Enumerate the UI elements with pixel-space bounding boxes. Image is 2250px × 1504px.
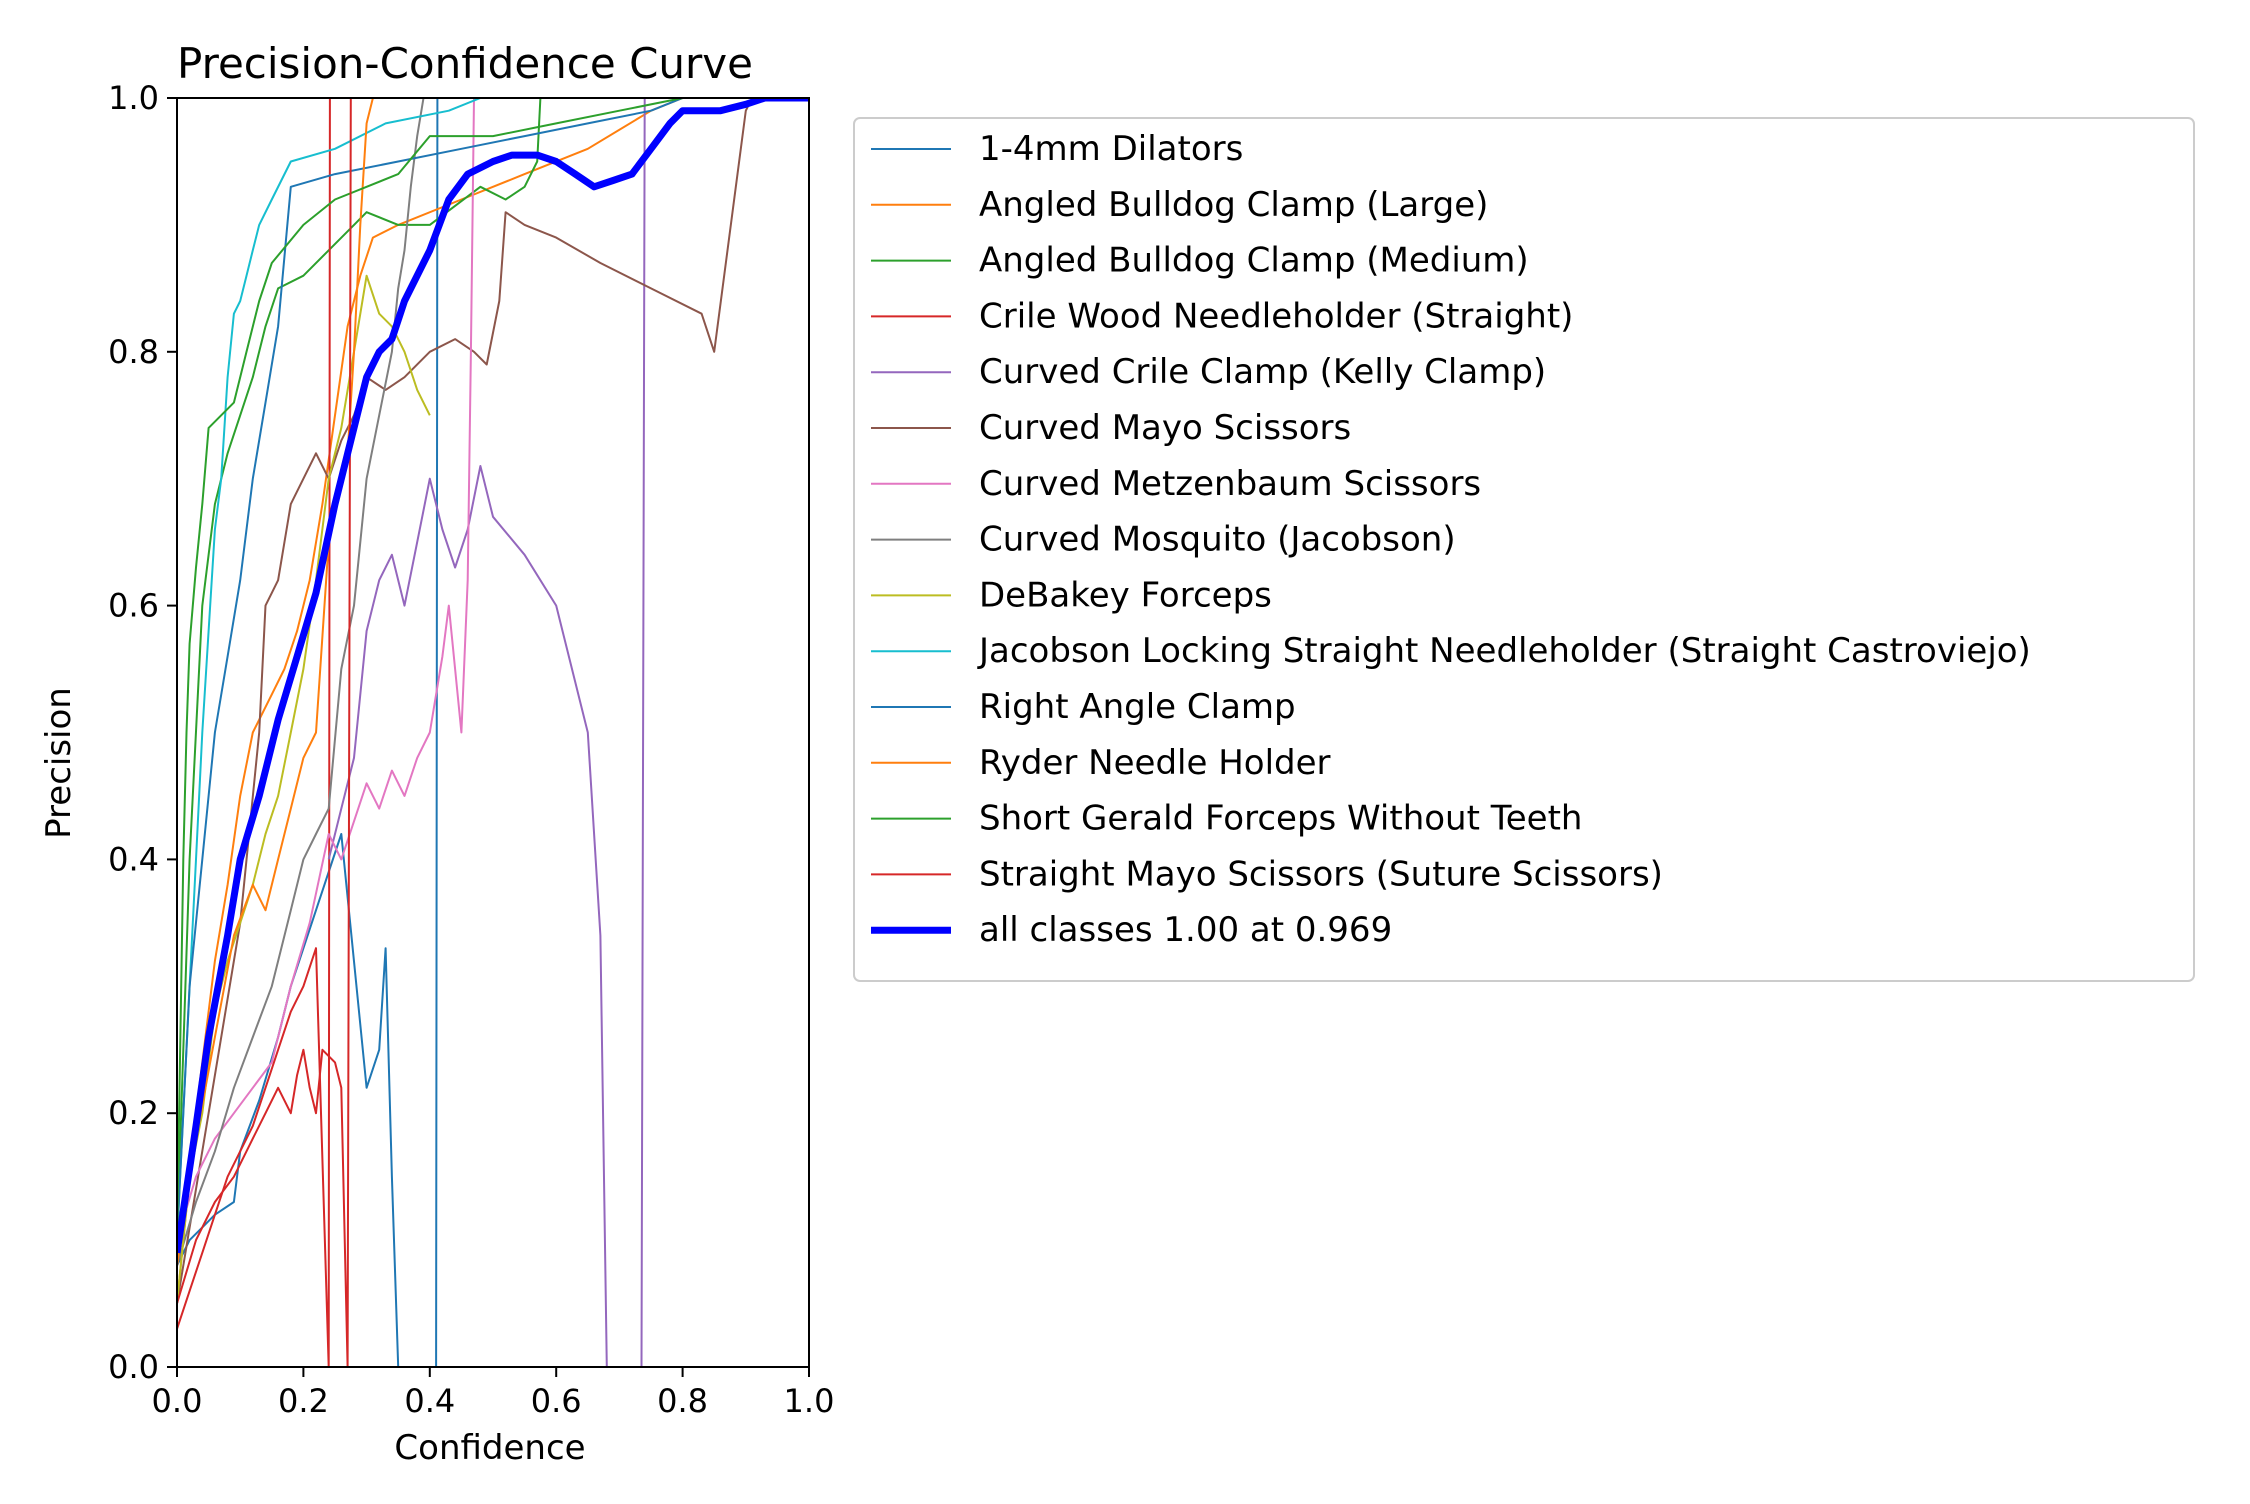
x-tick-label: 0.6 xyxy=(531,1382,582,1420)
series-line-11 xyxy=(177,98,809,1266)
legend-label: Right Angle Clamp xyxy=(979,687,1296,727)
legend-label: Curved Mayo Scissors xyxy=(979,408,1351,448)
plot-background xyxy=(177,98,809,1367)
x-tick-label: 0.4 xyxy=(404,1382,455,1420)
series-line-9 xyxy=(177,98,809,1241)
x-axis-label: Confidence xyxy=(394,1428,585,1468)
legend: 1-4mm Dilators Angled Bulldog Clamp (Larg… xyxy=(853,117,2195,982)
legend-box xyxy=(853,117,2195,982)
x-tick-label: 1.0 xyxy=(784,1382,835,1420)
legend-label: Short Gerald Forceps Without Teeth xyxy=(979,799,1582,839)
legend-label: Ryder Needle Holder xyxy=(979,743,1331,783)
legend-label: 1-4mm Dilators xyxy=(979,129,1243,169)
x-tick-label: 0.0 xyxy=(152,1382,203,1420)
y-tick-label: 0.2 xyxy=(108,1094,159,1132)
legend-label: Curved Metzenbaum Scissors xyxy=(979,464,1481,504)
series-line-14 xyxy=(177,98,809,1254)
x-tick-label: 0.8 xyxy=(657,1382,708,1420)
y-tick-label: 0.0 xyxy=(108,1348,159,1386)
legend-label: Crile Wood Needleholder (Straight) xyxy=(979,296,1573,336)
series-lines xyxy=(177,98,809,1367)
y-tick-label: 0.8 xyxy=(108,333,159,371)
series-line-7 xyxy=(177,98,809,1266)
legend-label: DeBakey Forceps xyxy=(979,575,1272,615)
legend-label: all classes 1.00 at 0.969 xyxy=(979,910,1392,950)
series-line-5 xyxy=(177,98,809,1304)
series-line-3 xyxy=(177,98,809,1367)
series-line-12 xyxy=(177,98,809,1241)
y-axis-label: Precision xyxy=(39,687,79,839)
x-tick-label: 0.2 xyxy=(278,1382,329,1420)
y-tick-label: 0.4 xyxy=(108,840,159,878)
y-tick-label: 1.0 xyxy=(108,79,159,117)
plot-area xyxy=(176,97,810,1368)
legend-label: Jacobson Locking Straight Needleholder (… xyxy=(977,631,2031,671)
plot-frame xyxy=(176,97,810,1368)
series-line-6 xyxy=(177,98,809,1241)
legend-label: Angled Bulldog Clamp (Medium) xyxy=(979,241,1529,281)
y-tick-label: 0.6 xyxy=(108,587,159,625)
legend-label: Curved Crile Clamp (Kelly Clamp) xyxy=(979,352,1546,392)
series-line-10 xyxy=(177,98,809,1241)
axis-ticks: 0.0 0.2 0.4 0.6 0.8 1.0 0.0 0.2 0.4 0.6 0.8 1.0 xyxy=(108,79,834,1420)
legend-label: Curved Mosquito (Jacobson) xyxy=(979,520,1456,560)
chart-title: Precision-Confidence Curve xyxy=(177,39,753,88)
legend-label: Straight Mayo Scissors (Suture Scissors) xyxy=(979,854,1663,894)
series-line-13 xyxy=(177,98,809,1367)
legend-label: Angled Bulldog Clamp (Large) xyxy=(979,185,1488,225)
